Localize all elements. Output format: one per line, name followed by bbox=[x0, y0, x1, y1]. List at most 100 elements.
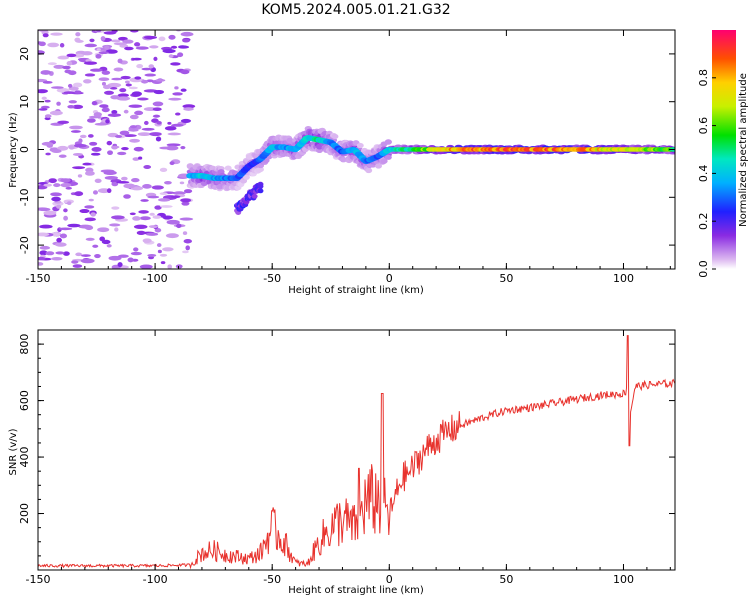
noise-blob bbox=[70, 130, 81, 133]
noise-blob bbox=[180, 88, 187, 92]
noise-blob bbox=[67, 104, 75, 109]
noise-blob bbox=[167, 264, 173, 269]
noise-blob bbox=[142, 238, 152, 244]
noise-blob bbox=[96, 48, 101, 52]
noise-blob bbox=[117, 151, 127, 156]
noise-blob bbox=[159, 167, 168, 173]
noise-blob bbox=[63, 251, 70, 256]
noise-blob bbox=[125, 83, 132, 87]
noise-blob bbox=[68, 145, 75, 150]
noise-blob bbox=[38, 256, 46, 261]
noise-blob bbox=[180, 145, 186, 150]
noise-blob bbox=[68, 100, 77, 104]
noise-blob bbox=[103, 31, 117, 35]
noise-blob bbox=[82, 162, 92, 166]
noise-blob bbox=[55, 251, 65, 255]
noise-blob bbox=[170, 62, 181, 66]
noise-blob bbox=[107, 150, 113, 156]
colorbar-tick-label: 0.8 bbox=[697, 69, 710, 87]
noise-blob bbox=[69, 125, 83, 130]
noise-blob bbox=[113, 67, 124, 72]
colorbar-tick-label: 0.6 bbox=[697, 117, 710, 135]
noise-blob bbox=[101, 81, 106, 86]
noise-blob bbox=[44, 99, 51, 103]
noise-blob bbox=[63, 208, 68, 213]
noise-blob bbox=[117, 58, 123, 64]
snr-x-tick-label: -50 bbox=[263, 573, 281, 586]
noise-blob bbox=[151, 185, 164, 190]
spectrogram-data bbox=[38, 30, 675, 269]
spectrogram-x-label: Height of straight line (km) bbox=[288, 285, 424, 296]
spectrogram-y-label: Frequency (Hz) bbox=[8, 112, 19, 188]
noise-blob bbox=[165, 233, 179, 239]
spectrogram-halo bbox=[339, 157, 347, 163]
noise-blob bbox=[137, 132, 151, 137]
noise-blob bbox=[109, 223, 121, 227]
noise-blob bbox=[107, 82, 122, 88]
noise-blob bbox=[79, 209, 90, 214]
noise-blob bbox=[178, 45, 187, 49]
noise-blob bbox=[58, 227, 73, 231]
noise-blob bbox=[38, 232, 50, 237]
noise-blob bbox=[168, 34, 176, 40]
noise-blob bbox=[74, 90, 82, 94]
noise-blob bbox=[132, 157, 140, 161]
noise-blob bbox=[154, 205, 162, 210]
noise-blob bbox=[135, 46, 149, 50]
noise-blob bbox=[170, 195, 181, 199]
noise-blob bbox=[45, 251, 55, 256]
noise-blob bbox=[123, 109, 129, 114]
noise-blob bbox=[148, 64, 155, 69]
noise-blob bbox=[116, 180, 130, 184]
noise-blob bbox=[158, 36, 166, 42]
noise-blob bbox=[66, 53, 77, 58]
snr-panel: -150 -100 -50 0 50 100 200 400 600 800 Height of … bbox=[8, 329, 676, 596]
noise-blob bbox=[117, 93, 130, 98]
spectrogram-x-tick-label: -150 bbox=[26, 272, 51, 285]
spectrogram-branch-point bbox=[251, 193, 258, 199]
noise-blob bbox=[169, 161, 175, 166]
noise-blob bbox=[39, 250, 48, 256]
noise-blob bbox=[155, 78, 166, 82]
noise-blob bbox=[75, 32, 81, 37]
noise-blob bbox=[49, 110, 63, 116]
noise-blob bbox=[123, 194, 131, 199]
noise-blob bbox=[180, 31, 194, 37]
noise-blob bbox=[141, 127, 155, 131]
noise-blob bbox=[80, 254, 91, 257]
snr-x-tick-label: 50 bbox=[499, 573, 513, 586]
noise-blob bbox=[65, 186, 72, 190]
spectrogram-x-tick-label: 0 bbox=[386, 272, 393, 285]
spectrogram-halo bbox=[380, 158, 388, 164]
colorbar-tick-label: 0.0 bbox=[697, 260, 710, 278]
noise-blob bbox=[101, 239, 111, 245]
noise-blob bbox=[130, 30, 139, 33]
noise-blob bbox=[66, 61, 73, 66]
noise-blob bbox=[166, 143, 181, 147]
noise-blob bbox=[63, 91, 76, 94]
noise-blob bbox=[176, 223, 182, 229]
noise-blob bbox=[111, 181, 119, 187]
noise-blob bbox=[174, 86, 179, 90]
noise-blob bbox=[128, 86, 138, 90]
noise-blob bbox=[175, 264, 183, 269]
noise-blob bbox=[103, 90, 114, 95]
noise-blob bbox=[42, 33, 49, 38]
noise-blob bbox=[131, 57, 142, 61]
noise-blob bbox=[123, 183, 136, 189]
noise-blob bbox=[59, 43, 65, 48]
noise-blob bbox=[124, 46, 134, 51]
noise-blob bbox=[152, 114, 161, 118]
snr-y-label: SNR (v/v) bbox=[8, 428, 19, 475]
spectrogram-halo bbox=[224, 165, 232, 171]
noise-blob bbox=[149, 212, 155, 216]
noise-blob bbox=[38, 207, 51, 212]
colorbar-gradient bbox=[712, 30, 736, 269]
noise-blob bbox=[179, 217, 194, 221]
noise-blob bbox=[88, 198, 94, 202]
noise-blob bbox=[156, 243, 162, 248]
noise-blob bbox=[164, 126, 177, 131]
noise-blob bbox=[91, 146, 102, 152]
noise-blob bbox=[98, 51, 109, 55]
snr-x-tick-label: 100 bbox=[613, 573, 634, 586]
